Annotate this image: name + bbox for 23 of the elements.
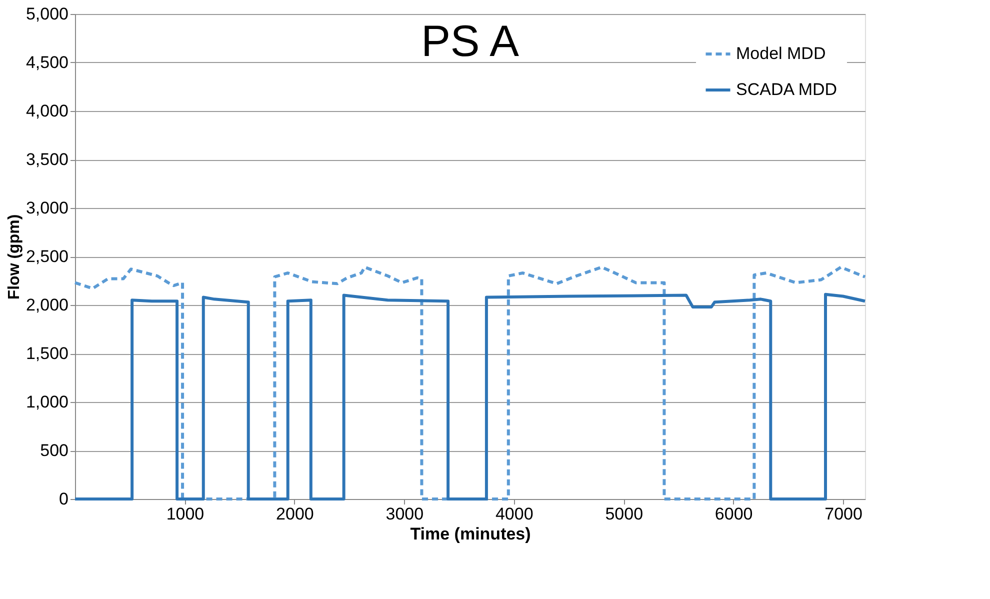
y-tick-label: 1,500 [26,344,68,363]
y-tick-label: 2,500 [26,247,68,266]
x-tick-label: 6000 [714,504,753,524]
y-tick-label: 5,000 [26,4,68,24]
y-tick-label: 1,000 [26,392,68,412]
chart-title: PS A [421,17,520,66]
y-tick-label: 3,500 [26,150,68,169]
x-axis-title: Time (minutes) [410,524,531,544]
x-tick-label: 4000 [495,504,534,524]
legend-label: SCADA MDD [736,80,838,99]
y-tick-label: 4,000 [26,102,68,120]
x-tick-label: 2000 [276,504,314,524]
x-tick-label: 7000 [824,504,862,524]
y-tick-label: 3,000 [26,198,68,218]
x-tick-label: 1000 [166,504,204,524]
y-axis-title: Flow (gpm) [6,214,23,300]
x-tick-label: 3000 [386,504,424,524]
x-tick-label: 5000 [605,504,644,524]
y-tick-label: 500 [40,441,68,460]
legend-label: Model MDD [736,44,826,63]
y-tick-label: 4,500 [26,53,68,72]
y-tick-label: 0 [59,490,68,508]
y-tick-label: 2,000 [26,296,68,314]
